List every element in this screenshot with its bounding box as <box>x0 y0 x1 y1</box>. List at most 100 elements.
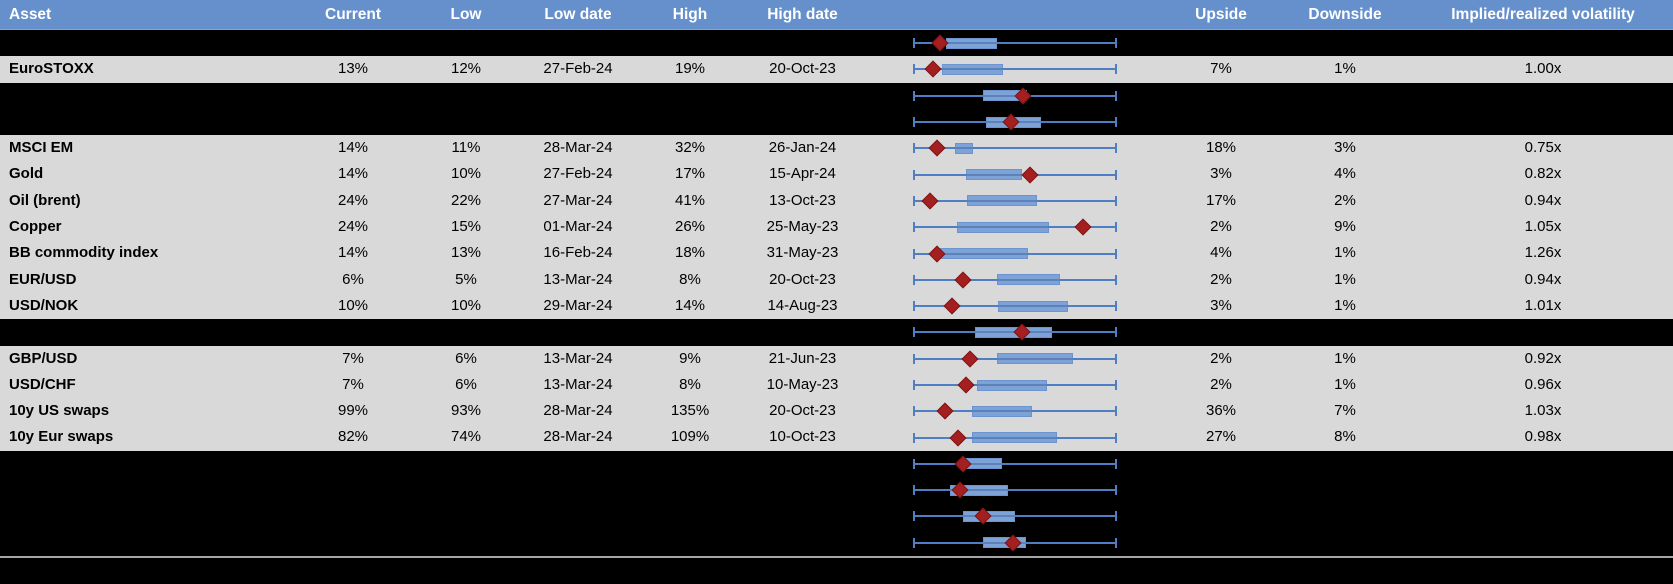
cell-high <box>630 477 750 503</box>
cell-low-date: 13-Mar-24 <box>543 375 613 393</box>
boxplot-left-cap <box>913 90 915 101</box>
boxplot-box-midline <box>997 278 1061 281</box>
cell-upside: 18% <box>1205 139 1237 157</box>
table-row: Copper 24% 15% 01-Mar-24 26% 25-May-23 2… <box>0 214 1673 241</box>
boxplot-box-midline <box>971 410 1032 413</box>
boxplot <box>913 398 1117 424</box>
cell-implied-realized-volatility: 1.05x <box>1524 218 1562 236</box>
boxplot-diamond-marker <box>1021 166 1039 184</box>
cell-asset <box>0 530 300 556</box>
cell-implied-realized-volatility <box>1413 477 1673 503</box>
cell-downside: 1% <box>1334 375 1356 393</box>
cell-current: 7% <box>342 349 364 367</box>
cell-high: 26% <box>674 218 706 236</box>
cell-low-date <box>526 477 630 503</box>
cell-boxplot <box>855 477 1165 503</box>
boxplot-right-cap <box>1115 274 1117 285</box>
boxplot-left-cap <box>913 274 915 285</box>
cell-high <box>630 451 750 477</box>
boxplot-left-cap <box>913 117 915 128</box>
cell-upside <box>1165 503 1277 529</box>
cell-high-date: 26-Jan-24 <box>768 139 837 157</box>
cell-current <box>300 30 406 56</box>
cell-low-date: 27-Mar-24 <box>543 191 613 209</box>
table-row: USD/CHF 7% 6% 13-Mar-24 8% 10-May-23 2% … <box>0 371 1673 399</box>
boxplot-whisker-line <box>913 68 1117 71</box>
cell-boxplot <box>855 503 1165 529</box>
boxplot-right-cap <box>1115 64 1117 75</box>
cell-low-date: 27-Feb-24 <box>543 165 613 183</box>
cell-high: 32% <box>674 139 706 157</box>
cell-downside <box>1277 530 1413 556</box>
cell-high <box>630 530 750 556</box>
boxplot <box>913 424 1117 450</box>
cell-upside <box>1165 530 1277 556</box>
cell-high-date: 20-Oct-23 <box>769 402 836 420</box>
cell-boxplot <box>855 451 1165 477</box>
cell-asset <box>0 477 300 503</box>
cell-low <box>406 503 526 529</box>
cell-high: 8% <box>679 270 701 288</box>
spacer-row <box>0 529 1673 556</box>
cell-current <box>300 503 406 529</box>
table-row: 10y Eur swaps 82% 74% 28-Mar-24 109% 10-… <box>0 424 1673 451</box>
cell-high-date: 31-May-23 <box>766 244 839 262</box>
cell-downside: 1% <box>1334 296 1356 314</box>
boxplot-right-cap <box>1115 222 1117 233</box>
cell-asset: Oil (brent) <box>9 191 81 209</box>
cell-low: 10% <box>450 296 482 314</box>
cell-high-date: 21-Jun-23 <box>768 349 837 367</box>
cell-high: 109% <box>670 428 710 446</box>
cell-boxplot <box>855 83 1165 109</box>
boxplot-diamond-marker <box>961 350 979 368</box>
boxplot-left-cap <box>913 380 915 390</box>
boxplot-diamond-marker <box>1074 218 1092 236</box>
cell-high-date <box>750 530 855 556</box>
boxplot-diamond-marker <box>936 402 954 420</box>
cell-low-date: 28-Mar-24 <box>543 428 613 446</box>
boxplot-left-cap <box>913 143 915 154</box>
boxplot-right-cap <box>1115 117 1117 128</box>
boxplot-left-cap <box>913 195 915 206</box>
cell-current: 24% <box>337 218 369 236</box>
cell-current <box>300 109 406 135</box>
cell-boxplot <box>855 398 1165 424</box>
boxplot-box-midline <box>966 173 1022 176</box>
cell-low-date: 29-Mar-24 <box>543 296 613 314</box>
cell-low <box>406 477 526 503</box>
boxplot-right-cap <box>1115 380 1117 390</box>
table-row: Oil (brent) 24% 22% 27-Mar-24 41% 13-Oct… <box>0 187 1673 215</box>
cell-upside: 7% <box>1210 60 1232 78</box>
cell-high-date <box>750 477 855 503</box>
boxplot-whisker-line <box>913 42 1117 45</box>
boxplot-box-midline <box>998 305 1069 308</box>
cell-high: 41% <box>674 191 706 209</box>
boxplot <box>913 214 1117 240</box>
boxplot-diamond-marker <box>928 139 946 157</box>
cell-high: 8% <box>679 375 701 393</box>
table-row: EUR/USD 6% 5% 13-Mar-24 8% 20-Oct-23 2% … <box>0 266 1673 293</box>
cell-high-date <box>750 451 855 477</box>
cell-high-date: 20-Oct-23 <box>769 60 836 78</box>
cell-boxplot <box>855 293 1165 319</box>
boxplot-box-midline <box>971 436 1057 439</box>
boxplot <box>913 293 1117 319</box>
cell-current: 14% <box>337 165 369 183</box>
cell-downside <box>1277 319 1413 345</box>
spacer-row <box>0 450 1673 478</box>
boxplot-right-cap <box>1115 327 1117 338</box>
cell-low: 74% <box>450 428 482 446</box>
cell-implied-realized-volatility <box>1413 319 1673 345</box>
cell-low: 13% <box>450 244 482 262</box>
cell-low <box>406 451 526 477</box>
cell-high <box>630 503 750 529</box>
cell-downside: 1% <box>1334 60 1356 78</box>
spacer-row <box>0 319 1673 346</box>
spacer-row <box>0 82 1673 109</box>
cell-asset <box>0 83 300 109</box>
cell-boxplot <box>855 319 1165 345</box>
column-header-boxplot <box>855 0 1165 29</box>
boxplot-left-cap <box>913 353 915 364</box>
boxplot-box-midline <box>957 226 1050 229</box>
cell-current <box>300 477 406 503</box>
